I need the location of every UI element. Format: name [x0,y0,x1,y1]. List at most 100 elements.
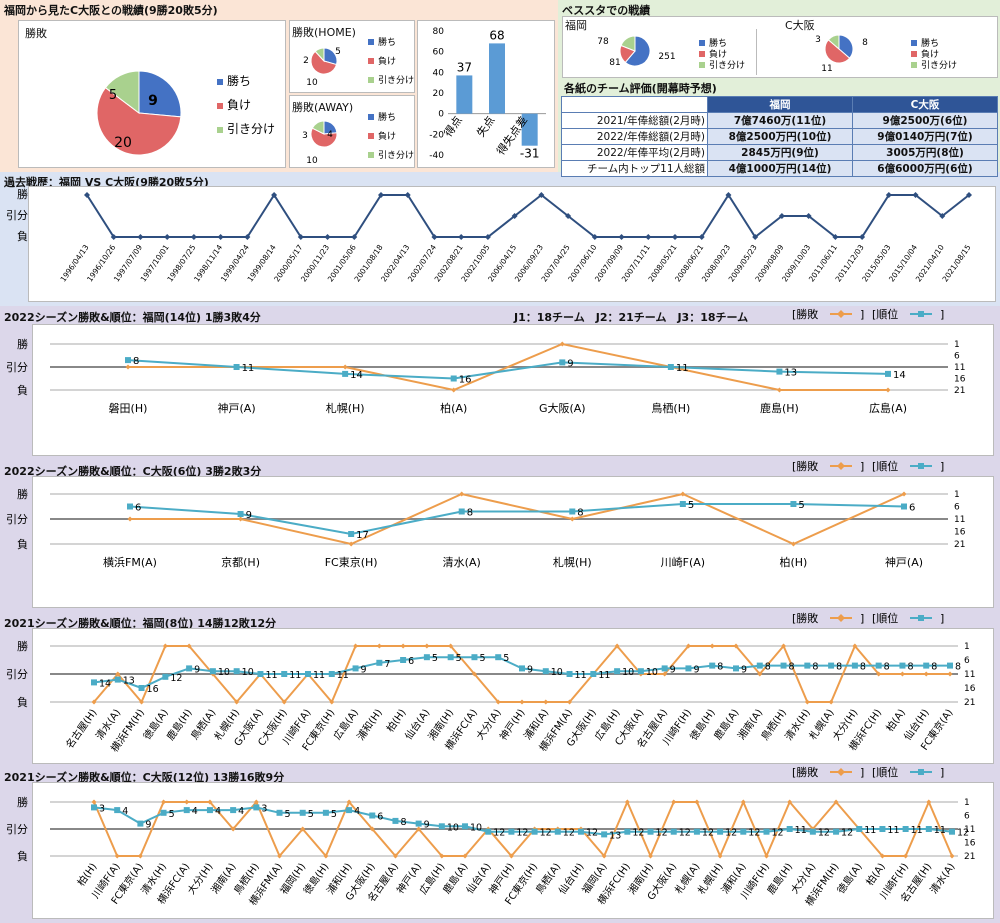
history-point [110,234,117,240]
legend-label: 負け [921,48,939,60]
rank-value-label: 4 [354,806,360,817]
bar [456,75,473,114]
result-point [161,799,167,805]
result-line [93,799,953,859]
rank-point [471,654,478,661]
result-point [601,853,607,859]
rank-tick: 16 [954,375,966,385]
x-category-label: 浦和(H) [354,706,385,742]
history-point [484,234,491,240]
away-pie-panel: 勝敗(AWAY) 4 10 3 勝ち 負け 引き分け [289,95,415,168]
x-category-label: 磐田(H) [109,401,148,415]
x-category-label: 柏(H) [383,706,408,734]
legend-swatch [911,51,917,57]
rank-point [447,654,454,661]
pie-slice [310,50,338,75]
rank-value-label: 8 [765,662,771,673]
history-point [832,234,839,240]
eval-row-label: 2022/年俸総額(2月時) [561,128,708,145]
rank-point [833,828,840,835]
overall-pie-title: 勝敗 [25,27,47,40]
rank-value-label: 13 [784,368,797,379]
home-pie-panel: 勝敗(HOME) 5 10 2 勝ち 負け 引き分け [289,20,415,93]
pie-value-label: 11 [821,64,832,74]
legend-result-label: [勝敗 [792,459,818,473]
history-point [885,192,892,198]
rank-value-label: 8 [467,508,473,519]
rank-value-label: 12 [748,828,760,839]
legend-swatch [217,79,223,85]
rank-value-label: 4 [192,806,198,817]
rank-point [670,828,677,835]
rank-tick: 1 [954,340,960,350]
rank-tick: 16 [964,839,976,849]
legend-result-marker [837,462,845,470]
legend-swatch [911,62,917,68]
legend-label: 負け [709,48,727,60]
rank-value-label: 8 [577,508,583,519]
result-point [648,853,654,859]
x-category-label: 柏(H) [74,860,99,888]
legend-rank-marker [918,615,924,621]
legend-rank-label: [順位 [872,765,898,779]
legend-label: 勝ち [921,37,939,49]
eval-table: 福岡 C大阪 2021/年俸総額(2月時) 7億7460万(11位) 9億250… [561,96,998,177]
legend-bracket: ] [860,612,864,625]
result-point [471,671,477,677]
rank-value-label: 11 [265,670,277,681]
pie-value-label: 2 [303,56,309,66]
x-category-label: 広島(A) [869,401,907,415]
legend-label: 引き分け [378,75,414,86]
rank-value-label: 12 [493,828,505,839]
eval-cell-cosaka: 9億0140万円(7位) [852,128,998,145]
history-point [297,234,304,240]
result-point [876,671,882,677]
history-point [538,192,545,198]
rank-value-label: 5 [479,653,485,664]
legend-bracket: ] [940,612,944,625]
rank-point [376,659,383,666]
y-label: 引分 [6,822,28,836]
rank-point [342,370,349,377]
result-point [923,671,929,677]
rank-value-label: 5 [331,809,337,820]
x-category-label: 神戸(A) [885,555,923,569]
x-category-label: 川崎F(A) [661,555,705,569]
result-point [694,799,700,805]
legend-swatch [699,51,705,57]
pie-value-label: 10 [306,78,318,88]
rank-value-label: 11 [598,670,610,681]
rank-tick: 1 [964,798,970,808]
home-pie-title: 勝敗(HOME) [292,26,356,39]
rank-tick: 6 [954,352,960,362]
rank-point [885,370,891,377]
result-point [833,799,839,805]
rank-point [851,662,858,669]
rank-value-label: 12 [702,828,714,839]
rank-value-label: 9 [527,664,533,675]
s21c-legend: [勝敗] [順位] [792,765,944,779]
rank-point [162,673,169,680]
legend-bracket: ] [940,308,944,321]
result-point [559,341,565,347]
rank-point [458,508,465,515]
result-point [495,699,501,705]
pie-slice [96,86,182,156]
result-point [114,853,120,859]
rank-value-label: 8 [884,662,890,673]
eval-cell-cosaka: 6億6000万円(6位) [852,160,998,177]
result-point [624,799,630,805]
history-point [271,192,278,198]
y-label: 負 [17,538,28,551]
result-point [416,826,422,832]
y-label: 負 [17,850,28,863]
result-point [787,799,793,805]
legend-label: 引き分け [378,150,414,161]
rank-point [91,679,97,686]
pie-slice [138,70,182,118]
result-point [300,826,306,832]
s22f-legend: [勝敗] [順位] [792,307,944,321]
